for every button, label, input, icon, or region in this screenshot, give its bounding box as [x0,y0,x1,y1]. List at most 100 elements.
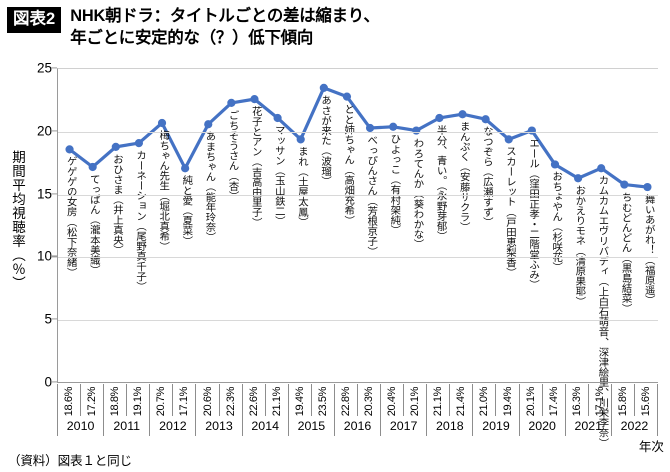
y-tick-mark [51,381,57,383]
drama-title-label: おかえりモネ（清原果耶） [573,185,585,307]
drama-title-label: 梅ちゃん先生（堀北真希） [157,130,169,252]
data-point-marker [527,126,536,135]
value-text: 20.7% [155,386,168,416]
x-axis-line [57,382,658,384]
value-text: 21.1% [270,386,283,416]
value-cell: 15.8% [610,384,634,416]
drama-title-label: カーネーション（尾野真千子） [134,150,146,292]
value-text: 22.3% [224,386,237,416]
drama-title-label: おちょやん（杉咲花） [550,171,562,273]
y-tick-label: 0 [44,374,52,390]
chart-container: 0 5 10 15 20 25 期間平均視聴率（％） ゲゲゲの女房（松下奈緒） てっぱん（瀧… [0,61,670,448]
data-point-marker [88,162,97,172]
value-cell: 20.4% [380,384,403,416]
drama-title-label: 花子とアン（吉高由里子） [249,106,261,228]
y-tick-mark [51,67,57,69]
year-cell: 2018 [426,416,472,436]
data-point-marker [481,115,490,124]
y-tick-mark [51,130,57,132]
drama-title-label: おひさま（井上真央） [110,153,122,255]
value-text: 20.1% [524,386,537,416]
y-tick-mark [51,193,57,195]
y-tick-mark [51,318,57,320]
value-cell: 21.1% [426,384,449,416]
value-cell: 22.3% [218,384,242,416]
value-cell: 21.1% [264,384,288,416]
data-point-marker [435,113,444,123]
year-cell: 2016 [333,416,380,436]
drama-title-label: 舞いあがれ！（福原遥） [642,194,654,306]
data-point-marker [620,180,629,189]
drama-title-label: あまちゃん（能年玲奈） [203,131,215,243]
value-text: 19.1% [132,386,145,416]
drama-title-label: べっぴんさん（芳根京子） [365,135,377,257]
value-cell: 18.6% [57,384,80,416]
series-line [67,86,650,189]
value-text: 21.1% [432,386,445,416]
value-text: 23.5% [316,386,329,416]
drama-title-label: ゲゲゲの女房（松下奈緒） [64,156,76,278]
gridline [58,131,658,133]
year-cell: 2019 [472,416,518,436]
drama-title-label: エール（窪田正孝・二階堂ふみ） [527,137,539,290]
value-cell: 17.1% [172,384,195,416]
drama-title-label: ちむどんどん（黒島結菜） [619,191,631,313]
value-text: 20.1% [409,386,422,416]
data-point-marker [319,83,328,92]
year-cell: 2013 [195,416,241,436]
value-text: 15.6% [639,386,652,416]
value-text: 19.4% [501,386,514,416]
data-point-marker [365,123,375,133]
year-cell: 2010 [57,416,103,436]
data-point-marker [342,92,352,101]
y-tick-label: 5 [44,311,52,327]
line-series [65,83,652,192]
drama-title-label: まれ（土屋太鳳） [295,146,307,228]
data-point-marker [181,164,190,173]
data-point-marker [504,135,513,144]
data-point-marker [458,110,467,119]
value-text: 15.8% [616,386,629,416]
drama-title-label: 半分、青い。（永野芽郁） [434,124,446,241]
drama-title-label: ごちそうさん（杏） [226,109,238,201]
value-text: 17.1% [178,386,191,416]
value-text: 18.8% [109,386,122,416]
drama-title-label: あさが来た（波瑠） [319,94,331,186]
value-cell: 20.1% [518,384,542,416]
year-cell: 2022 [610,416,659,436]
drama-title-label: スカーレット（戸田恵梨香） [503,146,515,278]
year-label-row: 2010 2011 2012 2013 2014 2015 2016 2017 2018 2019… [57,416,659,436]
drama-title-label: とと姉ちゃん（高畑充希） [342,103,354,225]
x-axis-title: 年次 [638,440,664,454]
source-note: （資料）図表１と同じ [8,454,132,468]
value-text: 21.0% [478,386,491,416]
value-cell: 20.1% [403,384,426,416]
value-text: 19.4% [293,386,306,416]
data-point-marker [250,95,259,104]
y-tick-mark [51,255,57,257]
plot-area: ゲゲゲの女房（松下奈緒） てっぱん（瀧本美織） おひさま（井上真央） カーネーション（… [57,68,658,448]
value-text: 17.4% [547,386,560,416]
value-text: 18.6% [63,386,76,416]
value-cell: 20.3% [357,384,380,416]
value-text: 17.1% [593,386,606,416]
value-text: 16.3% [570,386,583,416]
year-cell: 2011 [103,416,149,436]
data-point-marker [65,145,74,154]
data-point-marker [389,122,398,131]
data-point-marker [643,182,652,192]
year-cell: 2014 [241,416,288,436]
drama-title-label: 純と愛（夏菜） [180,175,192,246]
drama-title-label: ひよっこ（有村架純） [388,133,400,235]
value-cell: 21.0% [472,384,495,416]
value-cell: 19.4% [287,384,311,416]
value-cell: 15.6% [633,384,659,416]
data-point-marker [157,118,167,128]
y-axis-ticks: 0 5 10 15 20 25 [0,61,57,390]
data-point-marker [111,142,120,151]
gridline [58,194,658,196]
value-text: 21.4% [455,386,468,416]
value-text: 20.3% [363,386,376,416]
value-label-row: 18.6% 17.2% 18.8% 19.1% 20.7% 17.1% 20.6% 22.3%… [57,384,659,416]
